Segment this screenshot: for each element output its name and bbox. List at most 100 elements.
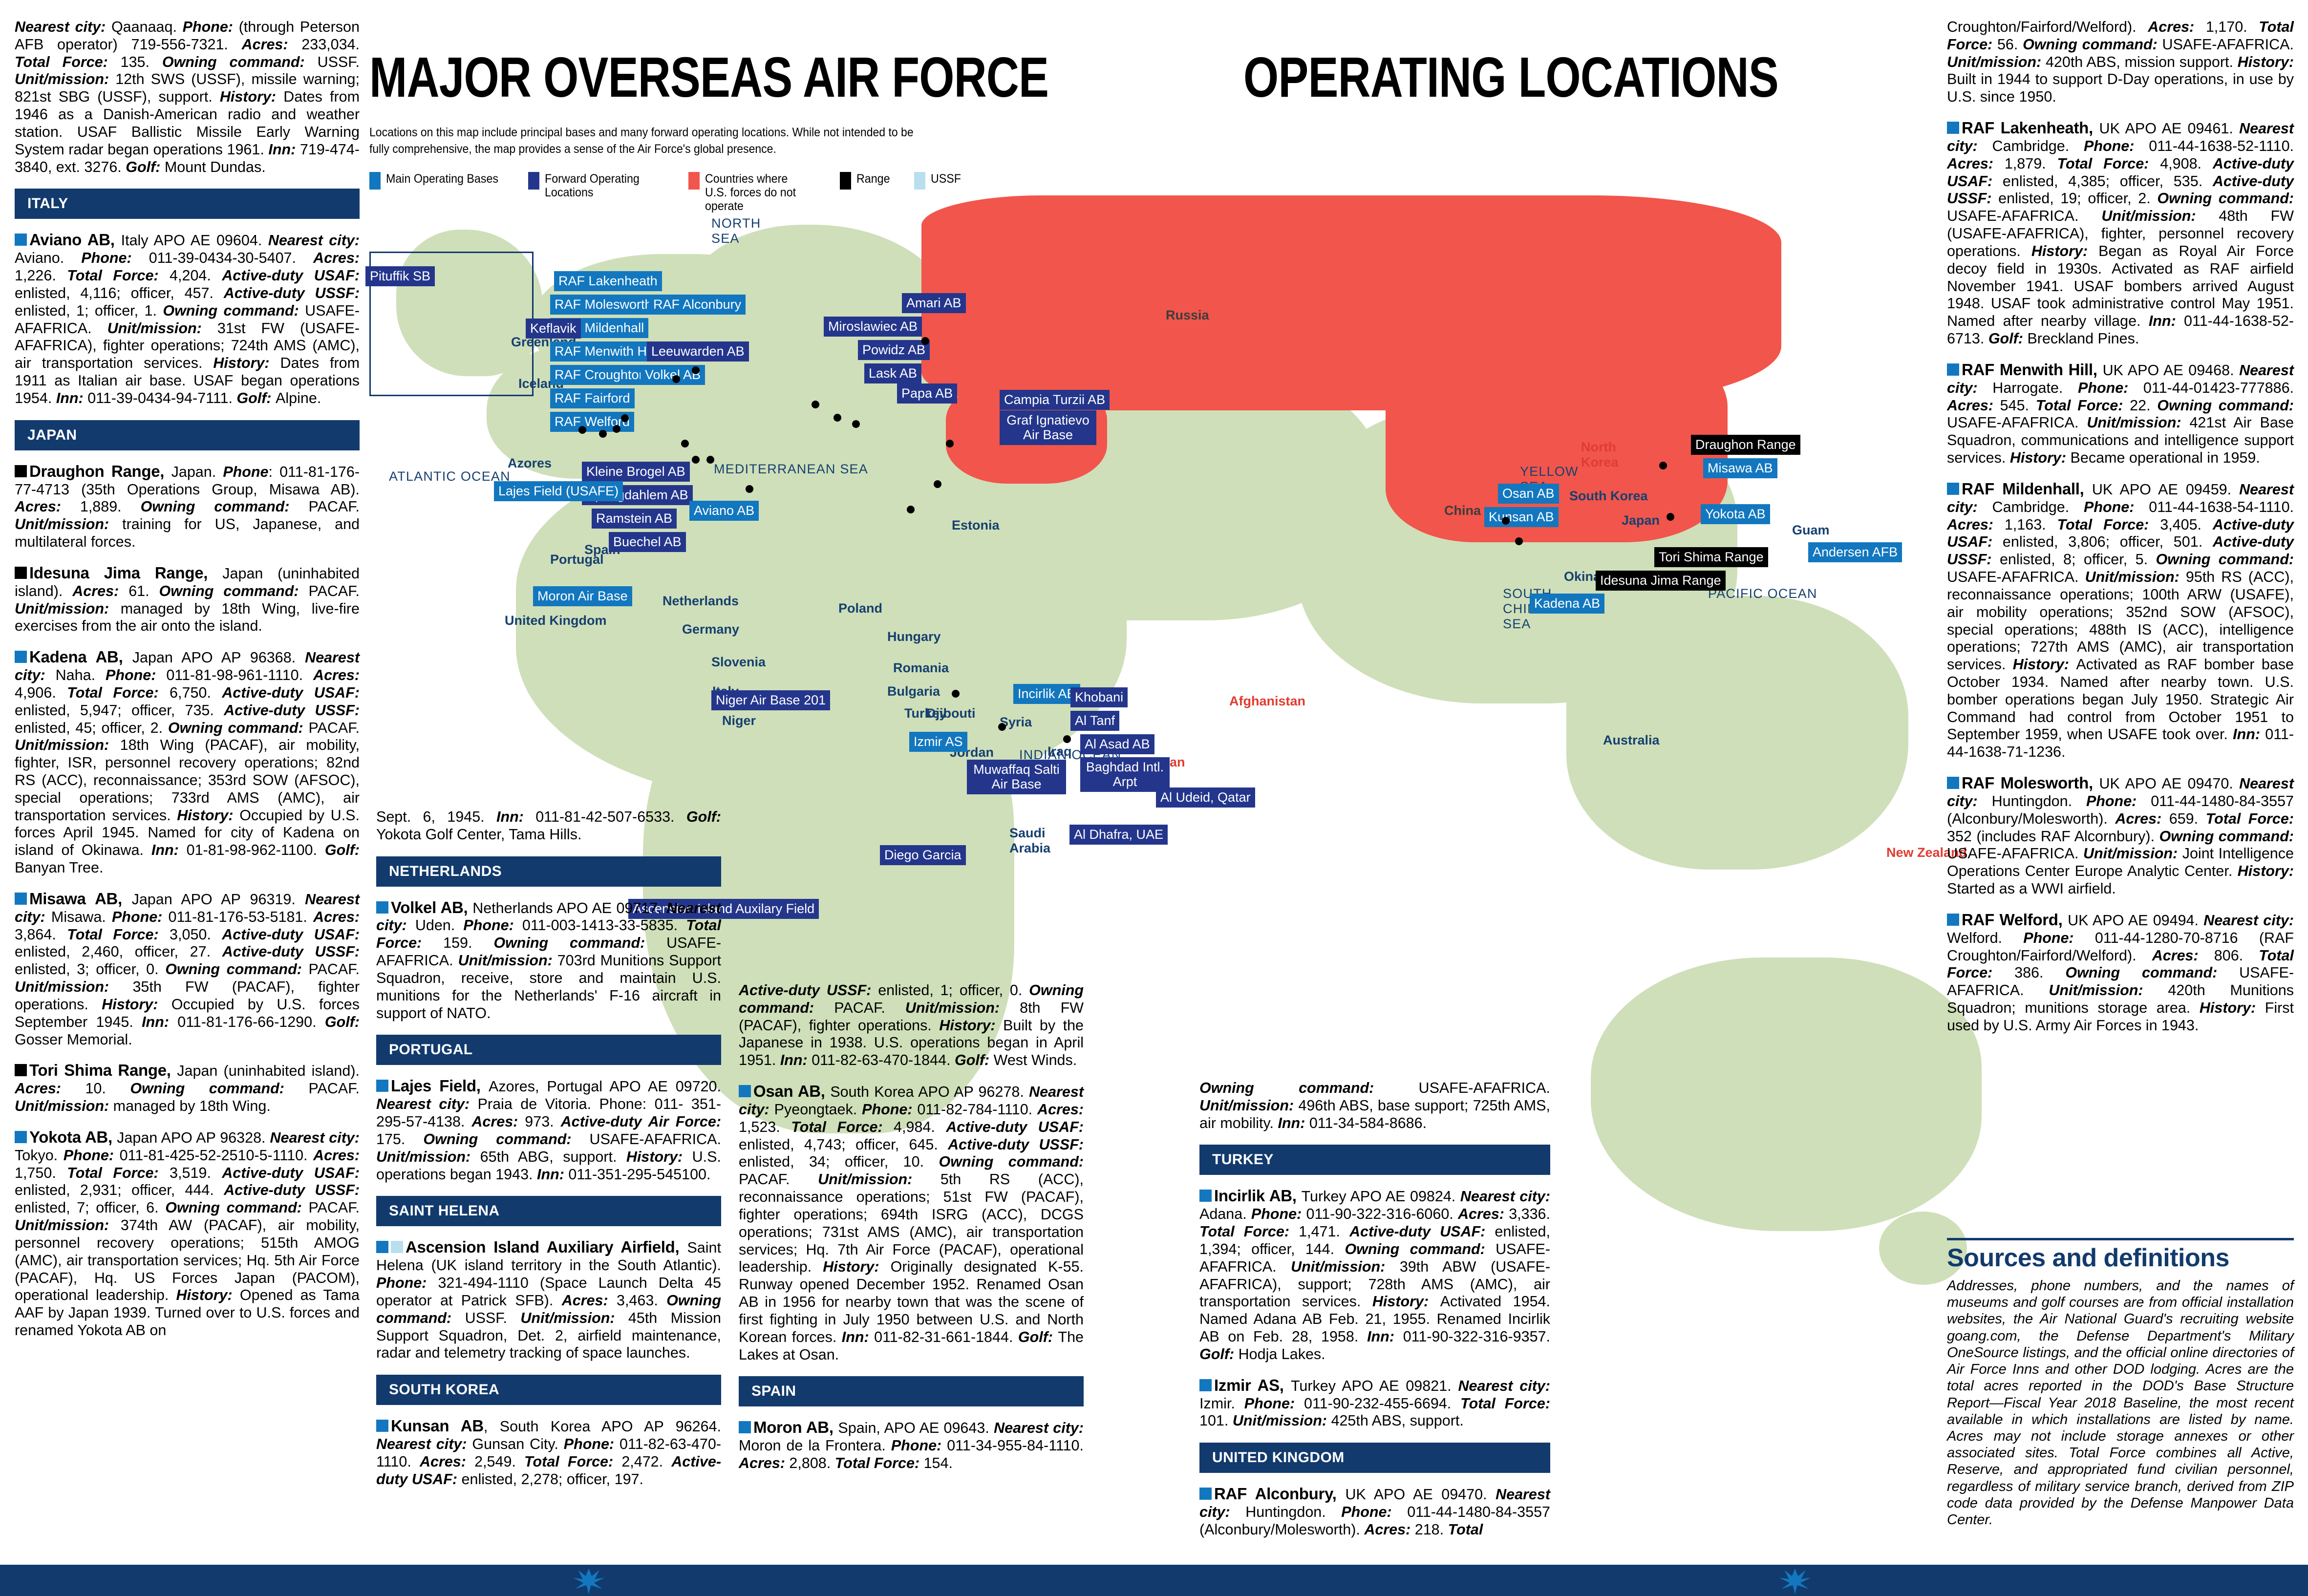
sources-body: Addresses, phone numbers, and the names … — [1947, 1278, 2294, 1528]
map-dot — [613, 425, 620, 433]
map-label-ascension-island[interactable]: Ascension Island Auxilary Field — [628, 899, 819, 919]
map-label-osan-ab[interactable]: Osan AB — [1498, 484, 1559, 504]
map-dot — [1063, 735, 1071, 743]
main-operating-base-bullet-icon — [15, 892, 27, 905]
map-label-moron-air-base[interactable]: Moron Air Base — [533, 586, 632, 607]
map-label-buechel-ab[interactable]: Buechel AB — [609, 532, 686, 553]
legend-label: Range — [856, 172, 890, 186]
map-label-misawa-ab[interactable]: Misawa AB — [1703, 458, 1777, 479]
map-label-tori-shima-range[interactable]: Tori Shima Range — [1654, 547, 1768, 568]
base-entry: RAF Menwith Hill, UK APO AE 09468. Neare… — [1947, 360, 2294, 467]
map-label-al-asad-ab[interactable]: Al Asad AB — [1080, 734, 1154, 755]
main-operating-base-bullet-icon — [739, 1421, 751, 1434]
map-label-muwaffaq-salti-air-base[interactable]: Muwaffaq Salti Air Base — [967, 760, 1066, 795]
base-entry: Draughon Range, Japan. Phone: 011-81-176… — [15, 462, 360, 551]
map-label-powidz-ab[interactable]: Powidz AB — [858, 340, 930, 361]
base-entry: RAF Mildenhall, UK APO AE 09459. Nearest… — [1947, 479, 2294, 761]
country-label-netherlands: Netherlands — [662, 594, 739, 608]
map-label-draughon-range[interactable]: Draughon Range — [1691, 435, 1800, 455]
map-label-andersen-afb[interactable]: Andersen AFB — [1808, 542, 1902, 563]
map-dot — [952, 690, 960, 698]
base-entry: Idesuna Jima Range, Japan (uninhabited i… — [15, 563, 360, 635]
map-label-baghdad-intl-arpt[interactable]: Baghdad Intl. Arpt — [1080, 757, 1170, 792]
base-entry: Misawa AB, Japan APO AP 96319. Nearest c… — [15, 889, 360, 1048]
country-label-saudi-arabia: Saudi Arabia — [1009, 826, 1051, 855]
base-entry: RAF Welford, UK APO AE 09494. Nearest ci… — [1947, 910, 2294, 1034]
map-label-kleine-brogel-ab[interactable]: Kleine Brogel AB — [582, 462, 690, 482]
map-label-raf-welford[interactable]: RAF Welford — [550, 412, 635, 432]
map-dot — [812, 401, 819, 408]
map-label-amari-ab[interactable]: Amari AB — [902, 293, 966, 314]
main-operating-base-bullet-icon — [739, 1085, 751, 1098]
text-column-1: Nearest city: Qaanaaq. Phone: (through P… — [15, 0, 360, 1352]
country-label-niger: Niger — [722, 713, 756, 728]
map-label-yokota-ab[interactable]: Yokota AB — [1701, 504, 1770, 525]
footer-site-left[interactable]: AIRANDSPACEFORCES.COM — [205, 1572, 422, 1589]
map-label-keflavik[interactable]: Keflavik — [526, 319, 581, 339]
map-label-al-dhafra-uae[interactable]: Al Dhafra, UAE — [1069, 825, 1168, 845]
main-operating-base-bullet-icon — [376, 1241, 388, 1254]
country-label-iraq: Iraq — [1047, 744, 1072, 759]
map-label-raf-croughton[interactable]: RAF Croughton — [550, 365, 651, 385]
map-dot — [578, 426, 586, 434]
country-section-header: JAPAN — [15, 420, 360, 450]
map-label-raf-menwith-hill[interactable]: RAF Menwith Hill — [550, 341, 661, 362]
map-dot — [681, 440, 689, 447]
legend-item-forward-operating-locations: Forward Operating Locations — [528, 172, 667, 199]
map-dot — [907, 506, 915, 513]
map-label-diego-garcia[interactable]: Diego Garcia — [880, 845, 966, 866]
main-operating-base-bullet-icon — [1199, 1488, 1212, 1500]
map-dot — [921, 337, 929, 345]
legend-swatch-icon — [688, 172, 700, 190]
map-label-pituffik-sb[interactable]: Pituffik SB — [365, 266, 435, 287]
map-label-campia-turzii-ab[interactable]: Campia Turzii AB — [1000, 390, 1110, 410]
divider — [1947, 1238, 2294, 1240]
country-label-djibouti: Djibouti — [926, 706, 976, 721]
map-label-incirlik-ab[interactable]: Incirlik AB — [1013, 684, 1080, 704]
map-label-idesuna-jima-range[interactable]: Idesuna Jima Range — [1596, 571, 1726, 591]
map-label-raf-fairford[interactable]: RAF Fairford — [550, 388, 635, 409]
main-operating-base-bullet-icon — [1947, 913, 1959, 926]
map-label-lajes-field[interactable]: Lajes Field (USAFE) — [494, 481, 623, 502]
map-label-izmir-as[interactable]: Izmir AS — [909, 732, 967, 752]
map-label-raf-alconbury[interactable]: RAF Alconbury — [649, 295, 746, 315]
landmass-new-zealand — [1879, 1212, 1967, 1285]
map-label-al-tanf[interactable]: Al Tanf — [1070, 711, 1120, 731]
map-label-aviano-ab[interactable]: Aviano AB — [689, 501, 759, 521]
base-entry: Sept. 6, 1945. Inn: 011-81-42-507-6533. … — [376, 809, 722, 843]
map-dot — [692, 456, 700, 464]
map-label-kunsan-ab[interactable]: Kunsan AB — [1484, 507, 1559, 528]
map-label-leeuwarden-ab[interactable]: Leeuwarden AB — [647, 341, 749, 362]
sources-and-definitions: Sources and definitions Addresses, phone… — [1947, 1221, 2294, 1528]
map-label-khobani[interactable]: Khobani — [1070, 687, 1128, 708]
country-section-header: PORTUGAL — [376, 1035, 721, 1065]
map-label-lask-ab[interactable]: Lask AB — [864, 363, 922, 384]
legend-swatch-icon — [528, 172, 540, 190]
footer-site-right[interactable]: AIRANDSPACEFORCES.COM — [1383, 1572, 1599, 1589]
main-operating-base-bullet-icon — [376, 1080, 388, 1092]
main-operating-base-bullet-icon — [376, 1420, 388, 1432]
map-label-raf-lakenheath[interactable]: RAF Lakenheath — [554, 271, 662, 292]
text-column-2: Sept. 6, 1945. Inn: 011-81-42-507-6533. … — [376, 809, 721, 1501]
footer-right: AIRANDSPACEFORCES.COM 2023 ALMANAC 117 — [1383, 1572, 1809, 1589]
ussf-bullet-icon — [391, 1241, 403, 1254]
base-entry: RAF Lakenheath, UK APO AE 09461. Nearest… — [1947, 119, 2294, 347]
map-label-kadena-ab[interactable]: Kadena AB — [1530, 594, 1605, 614]
legend-swatch-icon — [369, 172, 381, 190]
base-entry: Yokota AB, Japan APO AP 96328. Nearest c… — [15, 1128, 360, 1339]
map-label-miroslawiec-ab[interactable]: Miroslawiec AB — [824, 317, 922, 337]
legend-item-main-operating-bases: Main Operating Bases — [369, 172, 507, 190]
map-label-ramstein-ab[interactable]: Ramstein AB — [592, 509, 677, 529]
map-label-graf-ignatievo-air-base[interactable]: Graf Ignatievo Air Base — [1000, 410, 1096, 446]
legend-label: Main Operating Bases — [386, 172, 499, 186]
map-dot — [946, 440, 954, 447]
map-label-papa-ab[interactable]: Papa AB — [897, 383, 958, 404]
map-label-niger-air-base-201[interactable]: Niger Air Base 201 — [711, 690, 831, 711]
main-operating-base-bullet-icon — [15, 1130, 27, 1143]
country-label-guam: Guam — [1792, 523, 1830, 537]
legend-item-range: Range — [840, 172, 893, 190]
map-label-al-udeid-qatar[interactable]: Al Udeid, Qatar — [1156, 787, 1255, 808]
footer-almanac-right: 2023 ALMANAC — [1654, 1572, 1770, 1589]
map-label-raf-molesworth[interactable]: RAF Molesworth — [550, 295, 657, 315]
